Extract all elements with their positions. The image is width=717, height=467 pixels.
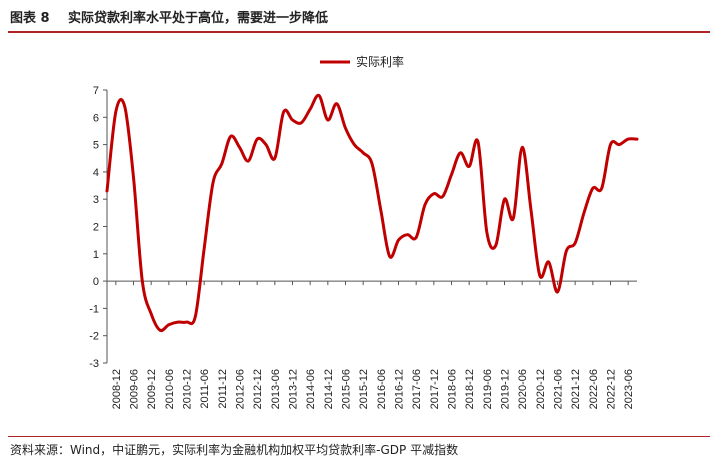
bottom-rule [8, 436, 710, 437]
x-tick-label: 2009-06 [129, 369, 141, 409]
x-axis: 2008-12 2009-06 2009-12 2010-06 2010-12 2011-… [107, 280, 637, 409]
y-tick-label: 2 [93, 222, 99, 234]
x-tick-label: 2011-12 [217, 369, 229, 409]
x-tick-label: 2016-06 [376, 369, 388, 409]
source-note: 资料来源：Wind，中证鹏元，实际利率为金融机构加权平均贷款利率-GDP 平减指… [10, 443, 459, 457]
x-tick-label: 2013-12 [288, 369, 300, 409]
data-points [106, 94, 639, 332]
y-axis: -3 -2 -1 0 1 2 3 4 5 6 7 [89, 85, 108, 370]
y-tick-label: 5 [93, 140, 99, 152]
y-tick-label: 6 [93, 112, 99, 124]
x-tick-label: 2012-06 [235, 369, 247, 409]
x-tick-label: 2017-06 [411, 369, 423, 409]
x-tick-label: 2015-06 [341, 369, 353, 409]
series-line-实际利率 [105, 93, 639, 333]
x-tick-label: 2011-06 [199, 369, 211, 409]
legend: 实际利率 [320, 54, 404, 69]
y-tick-label: 0 [93, 276, 99, 288]
x-tick-label: 2019-12 [500, 369, 512, 409]
x-tick-label: 2019-06 [482, 369, 494, 409]
x-tick-label: 2010-12 [182, 369, 194, 409]
x-tick-label: 2023-06 [623, 369, 635, 409]
x-tick-label: 2020-12 [535, 369, 547, 409]
top-rule [8, 31, 710, 33]
y-tick-label: 7 [93, 85, 99, 97]
x-tick-label: 2018-06 [447, 369, 459, 409]
y-tick-label: -3 [89, 358, 99, 370]
x-tick-label: 2018-12 [464, 369, 476, 409]
x-tick-label: 2016-12 [394, 369, 406, 409]
x-tick-label: 2013-06 [270, 369, 282, 409]
x-tick-label: 2022-12 [606, 369, 618, 409]
x-tick-label: 2022-06 [588, 369, 600, 409]
x-tick-label: 2014-12 [323, 369, 335, 409]
y-tick-label: 1 [93, 249, 99, 261]
x-tick-label: 2021-12 [570, 369, 582, 409]
x-tick-label: 2017-12 [429, 369, 441, 409]
x-tick-label: 2008-12 [111, 369, 123, 409]
y-tick-label: -1 [89, 303, 99, 315]
x-tick-label: 2021-06 [553, 369, 565, 409]
x-tick-label: 2014-06 [305, 369, 317, 409]
figure-header: 图表 8 实际贷款利率水平处于高位，需要进一步降低 [8, 0, 709, 30]
x-tick-label: 2012-12 [252, 369, 264, 409]
x-tick-label: 2020-06 [517, 369, 529, 409]
y-tick-label: -2 [89, 331, 99, 343]
figure-title: 实际贷款利率水平处于高位，需要进一步降低 [68, 11, 329, 26]
x-tick-label: 2009-12 [146, 369, 158, 409]
figure-label: 图表 8 [10, 11, 50, 26]
y-tick-label: 4 [93, 167, 99, 179]
x-tick-label: 2010-06 [164, 369, 176, 409]
legend-label: 实际利率 [356, 54, 404, 69]
x-tick-label: 2015-12 [358, 369, 370, 409]
line-chart: 实际利率 -3 -2 -1 0 1 2 3 4 5 6 7 2008-12 2009-06 2009-1… [89, 54, 639, 409]
y-tick-label: 3 [93, 194, 99, 206]
